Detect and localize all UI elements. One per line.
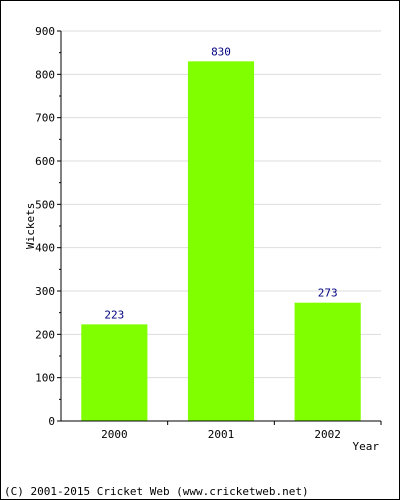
- bars: [81, 61, 361, 421]
- y-tick-label: 700: [35, 112, 55, 125]
- x-tick-label-2001: 2001: [208, 428, 235, 441]
- copyright-footer: (C) 2001-2015 Cricket Web (www.cricketwe…: [4, 485, 309, 498]
- y-tick-label: 300: [35, 285, 55, 298]
- bar-2000: [81, 324, 148, 421]
- y-tick-label: 0: [48, 415, 55, 428]
- data-label-2002: 273: [318, 287, 338, 300]
- y-tick-label: 100: [35, 372, 55, 385]
- x-axis-title: Year: [353, 440, 380, 453]
- data-label-2000: 223: [104, 308, 124, 321]
- data-label-2001: 830: [211, 45, 231, 58]
- y-tick-label: 800: [35, 68, 55, 81]
- y-axis-title: Wickets: [24, 203, 37, 249]
- x-tick-label-2000: 2000: [101, 428, 128, 441]
- y-tick-label: 600: [35, 155, 55, 168]
- y-tick-label: 400: [35, 242, 55, 255]
- y-tick-label: 500: [35, 198, 55, 211]
- y-tick-label: 200: [35, 328, 55, 341]
- x-tick-label-2002: 2002: [314, 428, 341, 441]
- bar-2002: [294, 302, 361, 421]
- axes: [57, 30, 382, 425]
- y-tick-label: 900: [35, 25, 55, 38]
- bar-2001: [187, 61, 255, 421]
- labels: 0 100 200 300 400 500 600 700 800 900 223 2000 830 20…: [35, 25, 341, 441]
